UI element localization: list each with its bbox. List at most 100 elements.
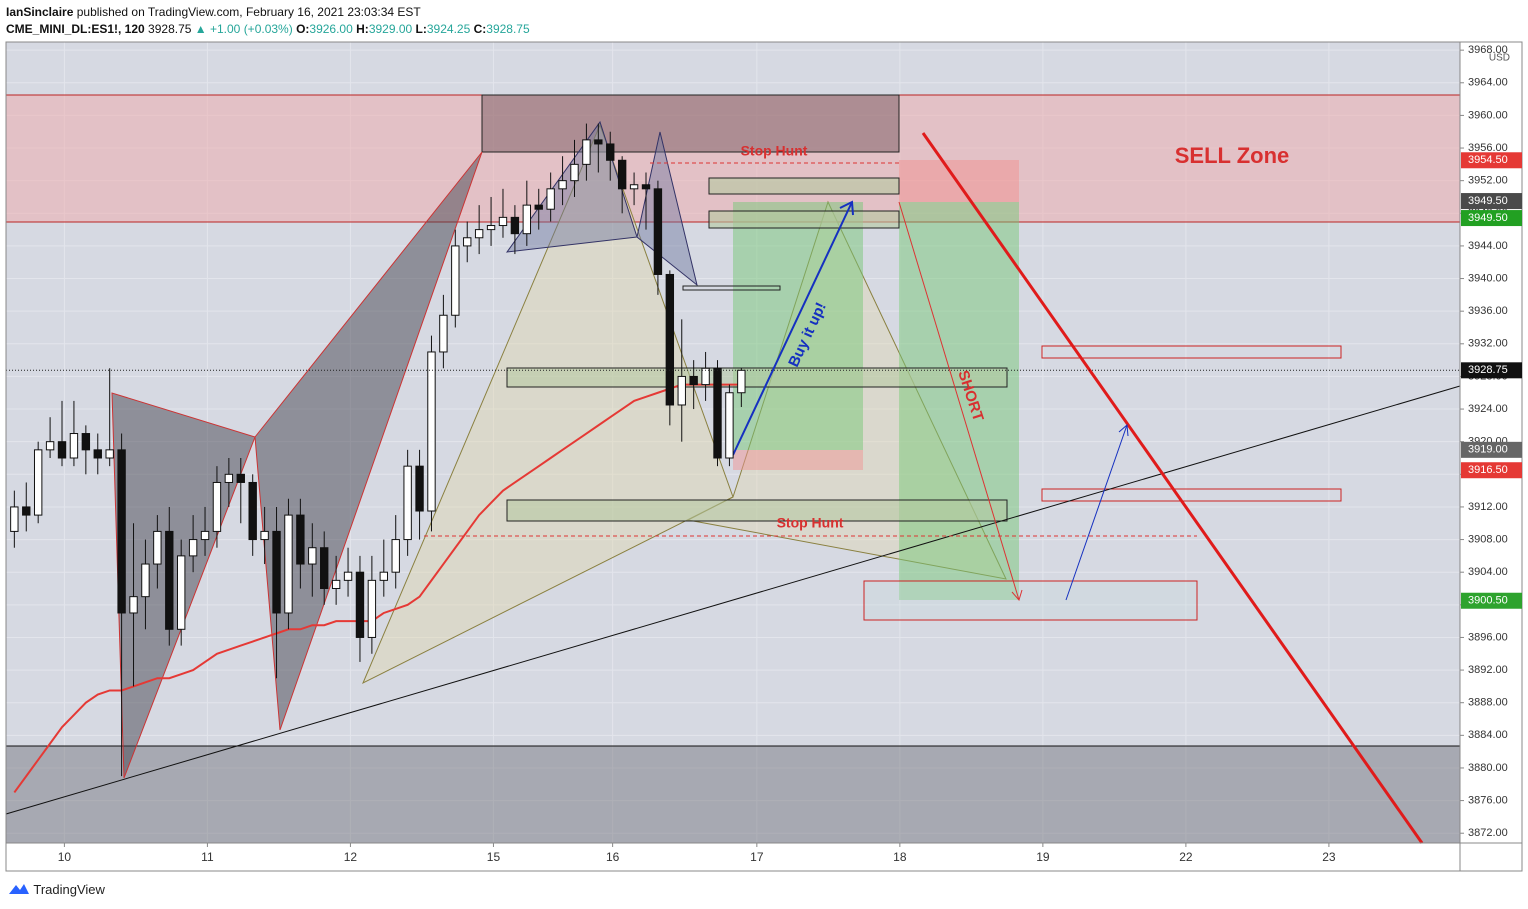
published: published on TradingView.com, February 1…: [76, 5, 421, 19]
candle-body: [45, 441, 55, 451]
axes: 3872.00 3876.00 3880.00 3884.00 3888.00 3892.…: [58, 44, 1522, 864]
price-label: 3954.50: [1468, 154, 1508, 166]
candle-body: [725, 392, 734, 459]
chart: Stop Hunt Stop Hunt SELL Zone Buy it up!…: [5, 41, 1523, 872]
price-label-bg: [1461, 210, 1522, 227]
box: [506, 499, 1008, 522]
candle-body: [33, 449, 43, 516]
candle-body: [570, 163, 579, 182]
l-label: L:: [415, 22, 427, 36]
h: 3929.00: [368, 22, 413, 36]
price-label: 3900.50: [1468, 595, 1508, 607]
candle-body: [617, 159, 627, 190]
candle-body: [69, 433, 79, 459]
box: [708, 210, 900, 229]
o-label: O:: [296, 22, 310, 36]
candle-body: [212, 481, 222, 532]
candle-body: [737, 369, 746, 394]
pattern-b: [254, 151, 483, 731]
candle-body: [510, 216, 520, 235]
y-tick-label: 3940.00: [1468, 272, 1508, 284]
candle-body: [415, 465, 424, 512]
x-tick-label: 15: [487, 850, 501, 864]
y-tick-label: 3924.00: [1468, 403, 1508, 415]
y-tick-label: 3968.00: [1468, 44, 1508, 56]
down-line: [921, 132, 1424, 844]
candle-body: [379, 571, 388, 581]
candle-body: [355, 571, 365, 638]
long-stop: [733, 450, 863, 470]
y-tick-label: 3956.00: [1468, 142, 1508, 154]
y-tick-label: 3872.00: [1468, 827, 1508, 839]
candle-body: [320, 547, 329, 590]
candle-body: [582, 139, 591, 165]
y-tick-label: 3880.00: [1468, 762, 1508, 774]
candle-body: [474, 229, 484, 239]
c-label: C:: [473, 22, 487, 36]
x-tick-label: 12: [344, 850, 358, 864]
box: [708, 177, 900, 195]
short-arrow: [898, 201, 1020, 601]
price-label: 3949.50: [1468, 212, 1508, 224]
candle-body: [260, 530, 269, 541]
buy-arrow: [732, 201, 853, 456]
candle-body: [10, 506, 19, 532]
y-tick-label: 3932.00: [1468, 338, 1508, 350]
candle-body: [427, 351, 436, 512]
change: ▲ +1.00 (+0.03%): [194, 22, 293, 36]
candle-body: [200, 530, 210, 541]
trend-line: [5, 385, 1461, 815]
publisher: IanSinclaire: [6, 5, 74, 19]
candle-body: [224, 473, 234, 483]
candle-body: [701, 367, 710, 386]
candle-body: [403, 465, 412, 541]
candle-body: [594, 139, 603, 145]
candle-body: [57, 441, 67, 459]
price-label: 3916.50: [1468, 464, 1508, 476]
candle-body: [439, 314, 448, 353]
price-label-bg: [1461, 193, 1522, 210]
candle-body: [665, 273, 675, 406]
y-tick-label: 3896.00: [1468, 631, 1508, 643]
x-tick-label: 23: [1322, 850, 1336, 864]
publish-line: IanSinclaire published on TradingView.co…: [6, 4, 530, 21]
y-tick-label: 3964.00: [1468, 77, 1508, 89]
o: 3926.00: [309, 22, 353, 36]
footer: TradingView: [8, 882, 105, 897]
price-label: 3919.00: [1468, 444, 1508, 456]
annotation: Stop Hunt: [741, 143, 808, 159]
candle-body: [451, 245, 460, 316]
box: [1041, 345, 1342, 359]
candle-body: [105, 449, 114, 459]
candle-body: [331, 579, 341, 590]
quote-line: CME_MINI_DL:ES1!, 120 3928.75 ▲ +1.00 (+…: [6, 21, 530, 38]
support-zone: [5, 745, 1461, 844]
candle-body: [93, 449, 102, 459]
arrow-head: [1011, 589, 1023, 602]
y-tick-label: 3944.00: [1468, 240, 1508, 252]
arrow-head: [839, 200, 854, 216]
candle-body: [272, 530, 281, 614]
candle-body: [141, 563, 150, 598]
y-tick-label: 3912.00: [1468, 501, 1508, 513]
symbol: CME_MINI_DL:ES1!, 120: [6, 22, 145, 36]
candle-body: [236, 473, 245, 483]
header: IanSinclaire published on TradingView.co…: [6, 4, 530, 38]
y-tick-label: 3904.00: [1468, 566, 1508, 578]
drawings: [5, 94, 1461, 844]
x-tick-label: 10: [58, 850, 72, 864]
arrow-head: [1118, 423, 1129, 437]
price-label-bg: [1461, 592, 1522, 609]
candle-body: [606, 143, 615, 161]
price-label-bg: [1461, 152, 1522, 169]
candle-body: [81, 433, 91, 451]
x-tick-label: 17: [750, 850, 764, 864]
candle-body: [22, 506, 31, 516]
candle-body: [558, 180, 567, 190]
candle-body: [117, 449, 126, 614]
candle-body: [522, 204, 532, 235]
logo: [9, 884, 29, 894]
x-tick-label: 16: [606, 850, 620, 864]
candle-body: [177, 555, 186, 630]
